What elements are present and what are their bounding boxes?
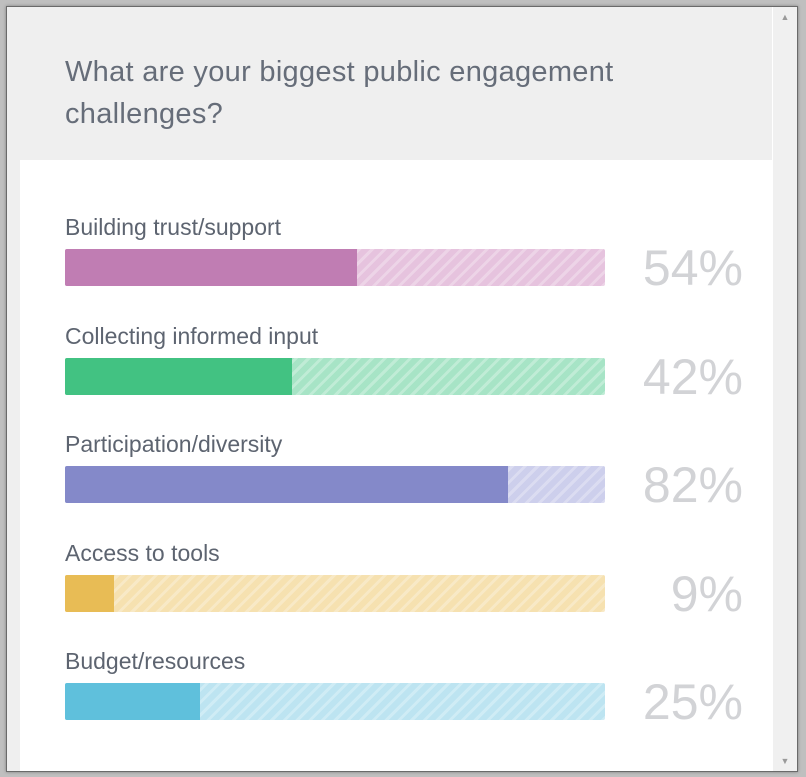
- result-bar-fill: [65, 574, 114, 612]
- result-percent: 9%: [670, 565, 743, 622]
- result-bar-fill: [65, 249, 357, 286]
- result-bar-track: [65, 357, 605, 395]
- triangle-up-icon[interactable]: ▲: [780, 12, 790, 22]
- result-percent: 25%: [642, 674, 743, 730]
- result-bar-fill: [65, 357, 292, 395]
- left-gutter: [7, 7, 20, 771]
- result-bar-track: [65, 249, 605, 286]
- result-label: Participation/diversity: [65, 431, 283, 457]
- result-label: Budget/resources: [65, 648, 246, 674]
- result-bar-fill: [65, 683, 200, 720]
- result-bar-fill: [65, 466, 508, 503]
- result-bar-track: [65, 466, 605, 503]
- vertical-scrollbar[interactable]: ▲ ▼: [773, 7, 797, 771]
- triangle-down-icon[interactable]: ▼: [780, 756, 790, 766]
- question-title: What are your biggest public engagement …: [65, 56, 614, 130]
- survey-results-window: What are your biggest public engagement …: [6, 6, 798, 772]
- result-item: Collecting informed input 42%: [65, 323, 765, 432]
- result-label: Building trust/support: [65, 214, 282, 240]
- result-percent: 82%: [642, 457, 743, 513]
- result-label: Access to tools: [65, 539, 220, 566]
- result-percent: 54%: [642, 240, 743, 296]
- result-item: Building trust/support 54%: [65, 214, 765, 323]
- result-item: Participation/diversity 82%: [65, 431, 765, 540]
- result-bar-track: [65, 683, 605, 720]
- results-list: Building trust/support 54% Collecting in…: [65, 214, 765, 757]
- question-header: What are your biggest public engagement …: [20, 7, 772, 160]
- result-bar-track: [65, 574, 605, 612]
- result-item: Budget/resources 25%: [65, 648, 765, 757]
- result-percent: 42%: [642, 348, 743, 405]
- result-item: Access to tools 9%: [65, 540, 765, 649]
- result-label: Collecting informed input: [65, 322, 319, 349]
